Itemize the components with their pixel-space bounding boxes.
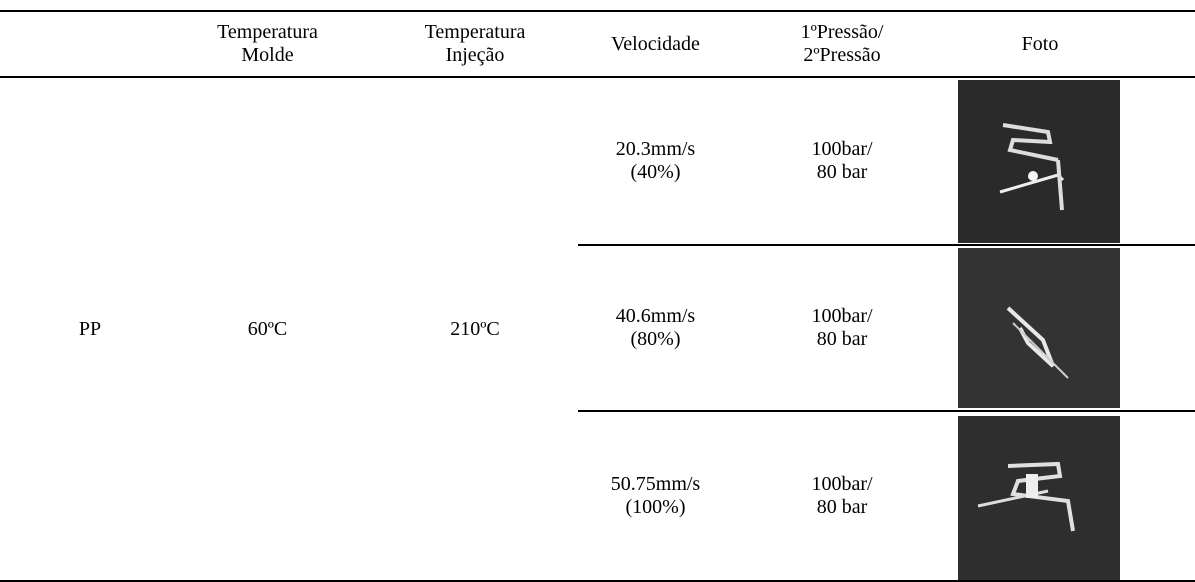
pressure-cell-line: 100bar/ <box>811 473 872 496</box>
pressure-cell: 100bar/80 bar <box>748 412 936 580</box>
header-cell-line: Temperatura <box>425 21 526 44</box>
speed-cell-line: 40.6mm/s <box>616 305 695 328</box>
header-cell-line: Foto <box>1022 33 1059 56</box>
mold-temp-cell: 60ºC <box>180 78 355 580</box>
pressure-cell-line: 100bar/ <box>811 138 872 161</box>
speed-cell-line: 20.3mm/s <box>616 138 695 161</box>
header-cell-line: 2ºPressão <box>803 44 880 67</box>
injection-temp-cell-line: 210ºC <box>450 318 500 341</box>
table-page: TemperaturaMoldeTemperaturaInjeçãoVeloci… <box>0 0 1195 582</box>
speed-cell-line: (80%) <box>631 328 681 351</box>
speed-cell: 50.75mm/s(100%) <box>578 412 733 580</box>
header-cell-line: 1ºPressão/ <box>801 21 884 44</box>
speed-cell: 40.6mm/s(80%) <box>578 246 733 410</box>
pressure-cell: 100bar/80 bar <box>748 246 936 410</box>
speed-cell-line: (100%) <box>626 496 686 519</box>
pressure-cell: 100bar/80 bar <box>748 78 936 244</box>
speed-cell-line: (40%) <box>631 161 681 184</box>
pressure-cell-line: 80 bar <box>817 328 868 351</box>
pressure-cell-line: 80 bar <box>817 496 868 519</box>
pressure-cell-line: 100bar/ <box>811 305 872 328</box>
photo <box>958 248 1120 408</box>
mold-temp-cell-line: 60ºC <box>248 318 288 341</box>
photo <box>958 416 1120 580</box>
header-cell: Velocidade <box>578 12 733 76</box>
photo <box>958 80 1120 243</box>
bottom-rule <box>0 580 1195 582</box>
material-cell: PP <box>30 78 150 580</box>
header-cell: 1ºPressão/2ºPressão <box>748 12 936 76</box>
injection-temp-cell: 210ºC <box>385 78 565 580</box>
speed-cell-line: 50.75mm/s <box>611 473 700 496</box>
pressure-cell-line: 80 bar <box>817 161 868 184</box>
header-cell-line: Temperatura <box>217 21 318 44</box>
header-cell-line: Injeção <box>446 44 505 67</box>
header-cell-line: Velocidade <box>611 33 700 56</box>
material-cell-line: PP <box>79 318 101 341</box>
header-cell: Foto <box>950 12 1130 76</box>
speed-cell: 20.3mm/s(40%) <box>578 78 733 244</box>
header-cell-line: Molde <box>241 44 293 67</box>
